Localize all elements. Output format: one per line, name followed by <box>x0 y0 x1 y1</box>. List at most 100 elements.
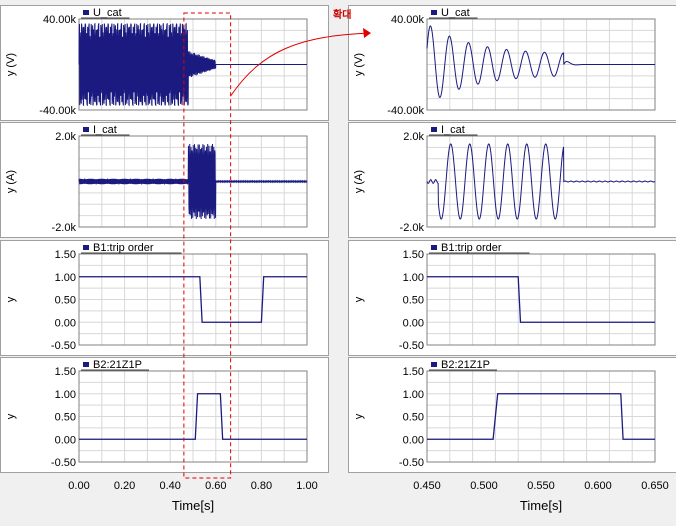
plot-area-border <box>78 370 308 463</box>
y-tick-label: 0.50 <box>55 412 76 424</box>
x-tick-label: 0.500 <box>470 480 498 492</box>
y-tick-label: 2.0k <box>55 131 76 143</box>
legend-label: B1:trip order <box>93 242 154 254</box>
y-tick-label: 40.00k <box>391 14 425 26</box>
y-axis-label: y (V) <box>5 53 17 76</box>
legend-label: B2:21Z1P <box>93 359 142 371</box>
y-tick-label: 1.50 <box>55 366 76 378</box>
zoom-annotation-label: 확대 <box>333 8 351 21</box>
legend-swatch <box>431 245 437 250</box>
legend-label: B2:21Z1P <box>441 359 490 371</box>
y-tick-label: 0.00 <box>55 317 76 329</box>
panel-frame <box>0 357 329 473</box>
grid <box>427 371 655 462</box>
panel-frame <box>0 240 329 356</box>
x-tick-label: 0.650 <box>641 480 669 492</box>
y-tick-label: -40.00k <box>39 105 76 117</box>
legend: I_cat <box>429 124 478 136</box>
legend: B2:21Z1P <box>429 359 497 371</box>
legend-swatch <box>83 10 89 15</box>
series-line-b2-21z1p <box>427 393 655 440</box>
y-tick-label: 0.50 <box>403 295 424 307</box>
chart-panel-left-3: B1:trip order 1.50 1.00 0.50 0.00 -0.50 y <box>0 240 329 356</box>
y-tick-label: -0.50 <box>399 457 424 469</box>
chart-panel-right-3: B1:trip order 1.50 1.00 0.50 0.00 -0.50 y <box>348 240 676 356</box>
grid <box>427 254 655 345</box>
legend-label: I_cat <box>441 124 465 136</box>
x-tick-label: 1.00 <box>296 480 317 492</box>
legend: I_cat <box>81 124 130 136</box>
legend-swatch <box>431 10 437 15</box>
y-tick-label: 1.00 <box>55 389 76 401</box>
plot-area-border <box>426 370 656 463</box>
chart-panel-right-1: U_cat 40.00k -40.00k y (V) <box>348 5 676 121</box>
series-line-u-cat <box>426 25 655 98</box>
x-axis-label: Time[s] <box>520 498 562 513</box>
y-tick-label: 0.00 <box>403 317 424 329</box>
panel-frame <box>348 5 676 121</box>
y-tick-label: 40.00k <box>43 14 77 26</box>
zoom-arrow-line <box>230 32 371 97</box>
chart-panel-right-4: B2:21Z1P 1.50 1.00 0.50 0.00 -0.50 y <box>348 357 676 473</box>
legend-swatch <box>83 245 89 250</box>
y-tick-label: 1.50 <box>403 249 424 261</box>
legend-swatch <box>83 362 89 367</box>
y-axis-label: y (A) <box>5 170 17 193</box>
y-axis-label: y (A) <box>353 170 365 193</box>
legend: B2:21Z1P <box>81 359 149 371</box>
legend-label: B1:trip order <box>441 242 502 254</box>
legend: B1:trip order <box>81 242 182 254</box>
x-tick-label: 0.40 <box>159 480 180 492</box>
x-axis-label: Time[s] <box>172 498 214 513</box>
y-tick-label: -40.00k <box>387 105 424 117</box>
legend-label: U_cat <box>93 7 122 19</box>
chart-panel-left-2: I_cat 2.0k -2.0k y (A) <box>0 122 329 238</box>
series-line-b1-trip-order <box>79 276 307 323</box>
x-tick-label: 0.60 <box>205 480 226 492</box>
series-line-i-cat <box>78 143 308 220</box>
y-tick-label: 0.50 <box>55 295 76 307</box>
x-tick-label: 0.550 <box>527 480 555 492</box>
y-axis-label: y <box>5 413 17 419</box>
y-tick-label: -0.50 <box>51 457 76 469</box>
y-axis-label: y <box>353 296 365 302</box>
y-tick-label: 1.50 <box>55 249 76 261</box>
y-tick-label: 1.50 <box>403 366 424 378</box>
chart-panel-right-2: I_cat 2.0k -2.0k y (A) <box>348 122 676 238</box>
series-line-b1-trip-order <box>427 276 655 323</box>
legend: U_cat <box>429 7 478 19</box>
series-line-b2-21z1p <box>79 393 307 440</box>
panel-frame <box>348 357 676 473</box>
legend-swatch <box>83 127 89 132</box>
panel-frame <box>348 240 676 356</box>
y-tick-label: 1.00 <box>403 272 424 284</box>
y-tick-label: 0.50 <box>403 412 424 424</box>
plot-area-border <box>78 253 308 346</box>
y-tick-label: 0.00 <box>403 434 424 446</box>
legend: B1:trip order <box>429 242 530 254</box>
zoom-arrow-head <box>363 28 371 38</box>
legend-swatch <box>431 127 437 132</box>
y-tick-label: -2.0k <box>52 222 77 234</box>
legend-label: U_cat <box>441 7 470 19</box>
plot-area-border <box>426 253 656 346</box>
zoom-region-box <box>183 12 232 479</box>
x-tick-label: 0.20 <box>114 480 135 492</box>
legend-swatch <box>431 362 437 367</box>
y-tick-label: 0.00 <box>55 434 76 446</box>
x-tick-label: 0.00 <box>68 480 89 492</box>
legend-label: I_cat <box>93 124 117 136</box>
y-tick-label: 1.00 <box>403 389 424 401</box>
y-tick-label: -2.0k <box>400 222 425 234</box>
x-tick-label: 0.450 <box>413 480 441 492</box>
y-tick-label: 2.0k <box>403 131 424 143</box>
y-tick-label: -0.50 <box>399 340 424 352</box>
chart-panel-left-1: U_cat 40.00k -40.00k y (V) <box>0 5 329 121</box>
y-axis-label: y <box>5 296 17 302</box>
series-line-i-cat <box>426 143 656 220</box>
series-line-u-cat <box>78 22 307 107</box>
x-tick-label: 0.600 <box>584 480 612 492</box>
y-tick-label: 1.00 <box>55 272 76 284</box>
